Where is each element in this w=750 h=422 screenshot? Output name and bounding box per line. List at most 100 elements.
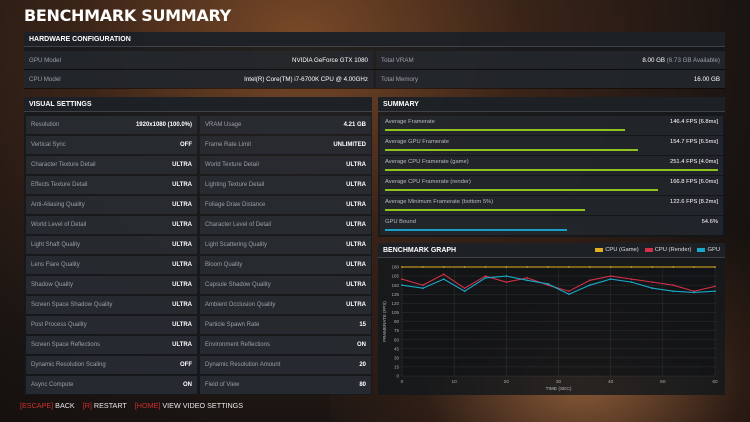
setting-row: Capsule Shadow Quality ULTRA — [200, 276, 371, 294]
setting-value: UNLIMITED — [333, 142, 366, 148]
setting-label: Environment Reflections — [205, 342, 271, 348]
setting-row: Screen Space Shadow Quality ULTRA — [26, 296, 197, 314]
escape-key-hint: [ESCAPE] — [20, 401, 54, 410]
summary-item-text: Average CPU Framerate (render) 166.8 FPS … — [385, 179, 718, 185]
setting-value: ULTRA — [346, 262, 366, 268]
y-tick-label: 15 — [394, 365, 400, 370]
view-video-settings-button[interactable]: [HOME] VIEW VIDEO SETTINGS — [135, 401, 243, 410]
summary-item: Average CPU Framerate (render) 166.8 FPS … — [380, 176, 723, 196]
graph-title: BENCHMARK GRAPH — [383, 247, 457, 254]
setting-label: Field of View — [205, 382, 240, 388]
data-point — [505, 275, 508, 277]
data-point — [568, 293, 570, 296]
cpu-label: CPU Model — [29, 76, 61, 83]
summary-bar-track — [385, 209, 718, 211]
vram-available: (6.73 GB Available) — [666, 57, 720, 64]
data-point — [421, 287, 424, 290]
setting-value: ULTRA — [172, 162, 192, 168]
y-tick-label: 150 — [391, 283, 399, 288]
setting-row: Field of View 80 — [200, 376, 371, 394]
setting-row: Environment Reflections ON — [200, 336, 371, 354]
data-point — [463, 290, 466, 293]
summary-bar — [385, 129, 625, 131]
y-tick-label: 90 — [394, 319, 400, 324]
setting-value: ULTRA — [172, 202, 192, 208]
vram-cell: Total VRAM 8.00 GB (6.73 GB Available) — [376, 51, 725, 69]
data-point — [442, 278, 445, 281]
summary-item-text: Average Minimum Framerate (bottom 5%) 122… — [385, 199, 718, 205]
summary-value: 154.7 FPS [6.5ms] — [669, 139, 718, 145]
data-point — [421, 266, 424, 268]
visual-settings-panel: VISUAL SETTINGS Resolution 1920x1080 (100… — [24, 97, 372, 395]
setting-value: ULTRA — [172, 342, 192, 348]
setting-value: ULTRA — [346, 242, 366, 248]
setting-label: Vertical Sync — [31, 142, 66, 148]
restart-button[interactable]: [R] RESTART — [83, 401, 127, 410]
hardware-header: HARDWARE CONFIGURATION — [24, 32, 725, 47]
data-point — [693, 291, 696, 294]
setting-value: ULTRA — [346, 302, 366, 308]
setting-label: Screen Space Reflections — [31, 342, 101, 348]
setting-row: World Texture Detail ULTRA — [200, 156, 371, 174]
setting-value: ULTRA — [172, 282, 192, 288]
back-button[interactable]: [ESCAPE] BACK — [20, 401, 75, 410]
y-tick-label: 165 — [391, 274, 399, 279]
summary-bar — [385, 149, 639, 151]
legend-swatch — [595, 248, 604, 252]
summary-item-text: Average Framerate 146.4 FPS [6.8ms] — [385, 119, 718, 125]
setting-value: 4.21 GB — [343, 122, 366, 128]
x-tick-label: 20 — [504, 379, 510, 385]
data-point — [714, 285, 716, 288]
x-tick-label: 60 — [712, 379, 718, 385]
data-point — [568, 290, 570, 293]
memory-value: 16.00 GB — [693, 76, 720, 83]
legend-label: GPU — [707, 246, 720, 253]
setting-label: World Texture Detail — [205, 162, 259, 168]
data-point — [547, 266, 549, 268]
gpu-cell: GPU Model NVIDIA GeForce GTX 1080 — [24, 51, 373, 69]
setting-label: Dynamic Resolution Scaling — [31, 362, 106, 368]
setting-label: Resolution — [31, 122, 60, 128]
setting-value: OFF — [180, 142, 192, 148]
summary-item: Average GPU Framerate 154.7 FPS [6.5ms] — [380, 136, 723, 156]
data-point — [609, 266, 612, 268]
visual-settings-header: VISUAL SETTINGS — [24, 97, 372, 112]
summary-value: 251.4 FPS [4.0ms] — [669, 159, 718, 165]
data-point — [547, 283, 549, 285]
data-point — [651, 281, 654, 284]
graph-panel: BENCHMARK GRAPH CPU (Game) CPU (Render) GP… — [378, 243, 725, 395]
setting-row: Light Scattering Quality ULTRA — [200, 236, 371, 254]
setting-label: VRAM Usage — [205, 122, 242, 128]
setting-row: Character Texture Detail ULTRA — [26, 156, 197, 174]
summary-item: Average CPU Framerate (game) 251.4 FPS [4… — [380, 156, 723, 176]
data-point — [401, 284, 403, 287]
setting-row: Lighting Texture Detail ULTRA — [200, 176, 371, 194]
setting-row: Post Process Quality ULTRA — [26, 316, 197, 334]
data-point — [526, 279, 529, 282]
setting-row: Effects Texture Detail ULTRA — [26, 176, 197, 194]
setting-value: ULTRA — [172, 242, 192, 248]
summary-item: Average Framerate 146.4 FPS [6.8ms] — [380, 116, 723, 136]
gpu-value: NVIDIA GeForce GTX 1080 — [292, 57, 368, 64]
data-point — [505, 266, 508, 268]
setting-row: Screen Space Reflections ULTRA — [26, 336, 197, 354]
setting-row: Dynamic Resolution Amount 20 — [200, 356, 371, 374]
summary-item: Average Minimum Framerate (bottom 5%) 122… — [380, 196, 723, 216]
x-tick-label: 30 — [556, 379, 562, 385]
setting-value: ULTRA — [172, 262, 192, 268]
y-axis-label: FRAMERATE (FPS) — [382, 301, 387, 342]
back-label: BACK — [55, 401, 75, 410]
y-tick-label: 105 — [391, 310, 399, 315]
data-point — [442, 273, 445, 276]
hardware-row-cpu: CPU Model Intel(R) Core(TM) i7-6700K CPU… — [24, 70, 725, 89]
summary-bar-track — [385, 149, 718, 151]
setting-label: Anti-Aliasing Quality — [31, 202, 85, 208]
setting-row: Dynamic Resolution Scaling OFF — [26, 356, 197, 374]
legend-swatch — [644, 248, 653, 252]
vram-label: Total VRAM — [381, 57, 414, 64]
summary-label: GPU Bound — [385, 219, 416, 225]
setting-row: Frame Rate Limit UNLIMITED — [200, 136, 371, 154]
data-point — [588, 284, 591, 287]
setting-row: Bloom Quality ULTRA — [200, 256, 371, 274]
setting-label: World Level of Detail — [31, 222, 87, 228]
